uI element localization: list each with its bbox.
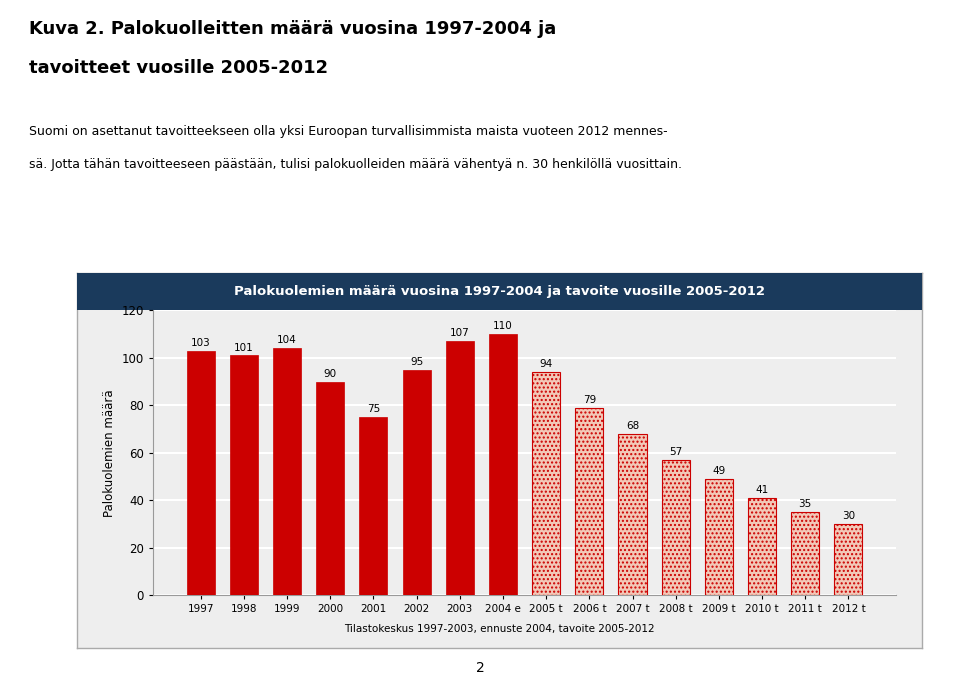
Bar xyxy=(186,351,215,595)
Bar xyxy=(489,334,517,595)
Bar xyxy=(229,355,258,595)
Text: 101: 101 xyxy=(234,342,253,353)
Text: 75: 75 xyxy=(367,404,380,415)
Bar xyxy=(532,372,561,595)
Text: Kuva 2. Palokuolleitten määrä vuosina 1997-2004 ja: Kuva 2. Palokuolleitten määrä vuosina 19… xyxy=(29,20,556,38)
Text: 107: 107 xyxy=(450,328,469,338)
Text: tavoitteet vuosille 2005-2012: tavoitteet vuosille 2005-2012 xyxy=(29,59,328,77)
Text: sä. Jotta tähän tavoitteeseen päästään, tulisi palokuolleiden määrä vähentyä n. : sä. Jotta tähän tavoitteeseen päästään, … xyxy=(29,158,682,171)
Text: 30: 30 xyxy=(842,512,855,521)
Text: 35: 35 xyxy=(799,499,812,509)
Text: 57: 57 xyxy=(669,447,683,457)
Text: 68: 68 xyxy=(626,421,639,431)
Text: Tilastokeskus 1997-2003, ennuste 2004, tavoite 2005-2012: Tilastokeskus 1997-2003, ennuste 2004, t… xyxy=(344,624,655,634)
Bar xyxy=(273,349,301,595)
Text: 2: 2 xyxy=(475,661,485,675)
Text: 79: 79 xyxy=(583,395,596,405)
Text: 94: 94 xyxy=(540,359,553,369)
Bar xyxy=(359,417,388,595)
Bar xyxy=(748,498,776,595)
Bar xyxy=(834,524,862,595)
Y-axis label: Palokuolemien määrä: Palokuolemien määrä xyxy=(103,389,116,517)
Text: 95: 95 xyxy=(410,357,423,367)
Text: 104: 104 xyxy=(277,336,297,346)
Text: 110: 110 xyxy=(493,321,513,331)
Bar xyxy=(316,381,345,595)
Text: 41: 41 xyxy=(756,485,769,495)
Bar xyxy=(445,341,474,595)
Bar xyxy=(618,434,646,595)
Bar xyxy=(402,370,431,595)
Bar xyxy=(705,479,732,595)
Text: Suomi on asettanut tavoitteekseen olla yksi Euroopan turvallisimmista maista vuo: Suomi on asettanut tavoitteekseen olla y… xyxy=(29,125,667,138)
Text: Palokuolemien määrä vuosina 1997-2004 ja tavoite vuosille 2005-2012: Palokuolemien määrä vuosina 1997-2004 ja… xyxy=(233,285,765,298)
Bar xyxy=(575,408,603,595)
Bar xyxy=(791,512,819,595)
Text: 90: 90 xyxy=(324,369,337,379)
Text: 49: 49 xyxy=(712,466,726,476)
Bar xyxy=(661,460,689,595)
Text: 103: 103 xyxy=(191,338,210,348)
